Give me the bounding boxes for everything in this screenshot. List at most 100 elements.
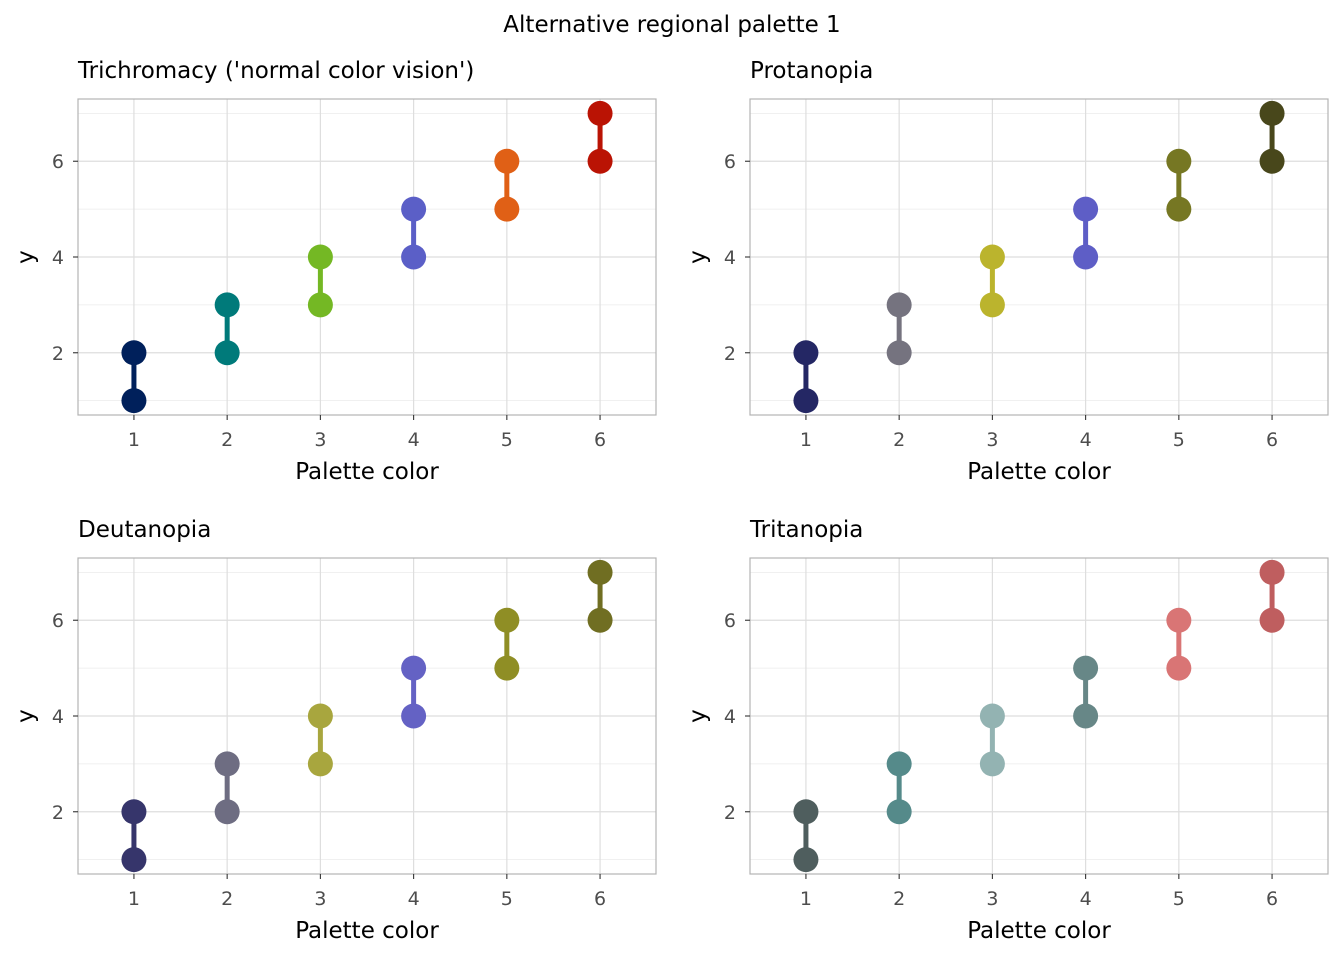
y-tick-label: 2 xyxy=(724,802,736,824)
y-axis-label: y xyxy=(685,709,711,723)
x-tick-label: 3 xyxy=(314,888,326,910)
point-6-high xyxy=(1259,559,1285,585)
point-4-low xyxy=(401,244,427,270)
panel-title: Protanopia xyxy=(750,58,873,84)
x-tick-label: 2 xyxy=(221,888,233,910)
y-axis-label: y xyxy=(13,250,39,264)
y-tick-label: 4 xyxy=(52,247,64,269)
x-tick-label: 6 xyxy=(1266,429,1278,451)
point-3-low xyxy=(979,751,1005,777)
point-1-low xyxy=(121,847,147,873)
panel-1: 1 2 3 4 5 6 2 4 6 Trichromacy ('normal color visi… xyxy=(13,58,657,485)
panel-3: 1 2 3 4 5 6 2 4 6 Deutanopia Palette color y xyxy=(13,517,657,944)
point-4-low xyxy=(1073,244,1099,270)
point-5-high xyxy=(494,607,520,633)
point-5-low xyxy=(494,655,520,681)
point-3-high xyxy=(979,703,1005,729)
point-4-high xyxy=(401,196,427,222)
point-3-high xyxy=(307,244,333,270)
x-tick-label: 5 xyxy=(501,888,513,910)
x-tick-label: 2 xyxy=(221,429,233,451)
x-axis-label: Palette color xyxy=(967,918,1111,944)
x-tick-label: 1 xyxy=(800,888,812,910)
panel-4: 1 2 3 4 5 6 2 4 6 Tritanopia Palette color y xyxy=(685,517,1329,944)
point-6-low xyxy=(587,607,613,633)
x-tick-label: 1 xyxy=(800,429,812,451)
point-2-high xyxy=(214,751,240,777)
y-tick-label: 6 xyxy=(724,151,736,173)
point-6-high xyxy=(587,100,613,126)
y-tick-label: 2 xyxy=(724,343,736,365)
x-axis-label: Palette color xyxy=(967,459,1111,485)
point-5-high xyxy=(494,148,520,174)
point-4-high xyxy=(1073,196,1099,222)
point-3-low xyxy=(307,292,333,318)
panel-grid: 1 2 3 4 5 6 2 4 6 Trichromacy ('normal color visi… xyxy=(13,58,1329,944)
x-axis-label: Palette color xyxy=(295,459,439,485)
y-axis-label: y xyxy=(685,250,711,264)
x-tick-label: 5 xyxy=(1173,888,1185,910)
point-1-high xyxy=(121,799,147,825)
point-1-low xyxy=(793,388,819,414)
point-4-low xyxy=(401,703,427,729)
point-5-low xyxy=(494,196,520,222)
point-1-low xyxy=(793,847,819,873)
point-6-low xyxy=(1259,148,1285,174)
x-tick-label: 4 xyxy=(408,888,420,910)
x-tick-label: 5 xyxy=(501,429,513,451)
point-4-low xyxy=(1073,703,1099,729)
y-tick-label: 2 xyxy=(52,343,64,365)
point-5-high xyxy=(1166,607,1192,633)
y-tick-label: 4 xyxy=(724,247,736,269)
point-1-high xyxy=(793,799,819,825)
point-2-low xyxy=(214,340,240,366)
point-2-low xyxy=(886,340,912,366)
figure-title: Alternative regional palette 1 xyxy=(503,12,840,38)
point-3-low xyxy=(979,292,1005,318)
point-5-low xyxy=(1166,655,1192,681)
point-3-low xyxy=(307,751,333,777)
point-1-high xyxy=(793,340,819,366)
x-tick-label: 4 xyxy=(408,429,420,451)
x-tick-label: 3 xyxy=(986,888,998,910)
x-tick-label: 3 xyxy=(986,429,998,451)
panel-title: Deutanopia xyxy=(78,517,211,543)
point-2-high xyxy=(214,292,240,318)
y-tick-label: 6 xyxy=(52,610,64,632)
point-5-high xyxy=(1166,148,1192,174)
point-2-low xyxy=(886,799,912,825)
point-6-low xyxy=(587,148,613,174)
x-tick-label: 2 xyxy=(893,429,905,451)
x-tick-label: 3 xyxy=(314,429,326,451)
point-1-low xyxy=(121,388,147,414)
y-tick-label: 6 xyxy=(724,610,736,632)
x-tick-label: 1 xyxy=(128,429,140,451)
point-6-low xyxy=(1259,607,1285,633)
x-tick-label: 6 xyxy=(594,429,606,451)
point-4-high xyxy=(1073,655,1099,681)
y-tick-label: 4 xyxy=(724,706,736,728)
x-tick-label: 6 xyxy=(1266,888,1278,910)
x-tick-label: 6 xyxy=(594,888,606,910)
point-2-high xyxy=(886,292,912,318)
panel-title: Tritanopia xyxy=(749,517,863,543)
panel-title: Trichromacy ('normal color vision') xyxy=(77,58,474,84)
point-6-high xyxy=(1259,100,1285,126)
y-tick-label: 6 xyxy=(52,151,64,173)
x-tick-label: 4 xyxy=(1080,429,1092,451)
point-3-high xyxy=(979,244,1005,270)
point-1-high xyxy=(121,340,147,366)
point-5-low xyxy=(1166,196,1192,222)
point-6-high xyxy=(587,559,613,585)
point-4-high xyxy=(401,655,427,681)
y-axis-label: y xyxy=(13,709,39,723)
y-tick-label: 4 xyxy=(52,706,64,728)
point-2-low xyxy=(214,799,240,825)
panel-2: 1 2 3 4 5 6 2 4 6 Protanopia Palette color y xyxy=(685,58,1329,485)
x-tick-label: 1 xyxy=(128,888,140,910)
x-axis-label: Palette color xyxy=(295,918,439,944)
point-3-high xyxy=(307,703,333,729)
point-2-high xyxy=(886,751,912,777)
y-tick-label: 2 xyxy=(52,802,64,824)
